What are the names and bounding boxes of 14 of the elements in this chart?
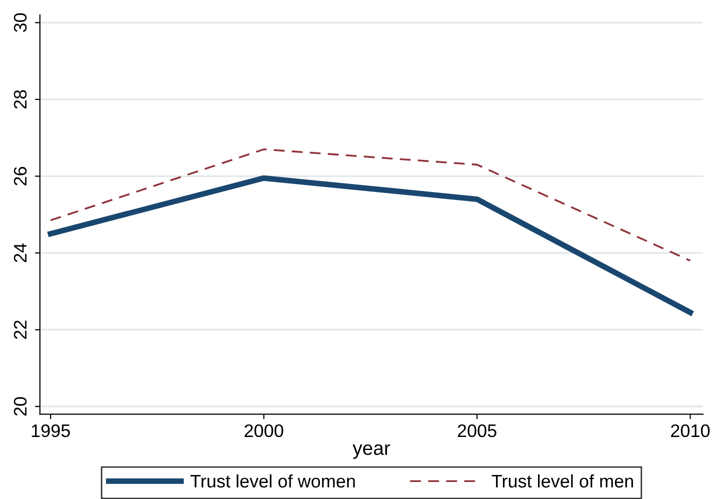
x-tick-label: 2005	[458, 424, 496, 438]
x-axis-title: year	[352, 444, 390, 459]
y-tick-label: 22	[14, 320, 26, 339]
y-tick-label: 30	[14, 13, 27, 32]
legend-label: Trust level of women	[190, 474, 355, 488]
y-tick-label: 20	[14, 397, 27, 416]
y-tick-label: 28	[14, 90, 27, 109]
y-tick-label: 26	[14, 166, 27, 186]
x-tick-label: 1995	[32, 424, 70, 438]
line-series	[50, 148, 692, 262]
y-tick-label: 24	[14, 243, 26, 262]
x-tick-label: 2010	[671, 424, 710, 438]
x-tick-label: 2000	[244, 424, 284, 438]
legend-label: Trust level of men	[492, 474, 633, 488]
